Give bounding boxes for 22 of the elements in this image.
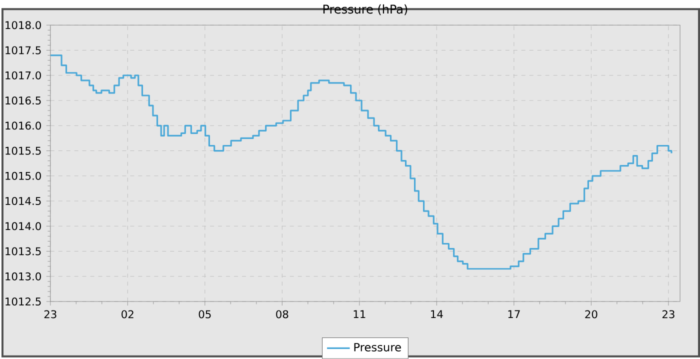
x-tick-label: 08 (276, 310, 288, 318)
legend-label: Pressure (354, 343, 401, 352)
y-tick-label: 1015.0 (6, 172, 41, 180)
y-tick-label: 1016.0 (6, 122, 41, 130)
x-tick-label: 02 (122, 310, 134, 318)
x-tick-label: 20 (585, 310, 598, 318)
x-tick-label: 14 (431, 310, 443, 318)
x-tick-label: 23 (662, 310, 674, 318)
y-tick-label: 1012.5 (6, 298, 41, 306)
y-tick-label: 1014.0 (6, 222, 41, 230)
x-tick-label: 11 (354, 310, 366, 318)
y-tick-label: 1017.0 (6, 71, 41, 80)
y-tick-label: 1016.5 (6, 96, 41, 105)
y-tick-label: 1018.0 (6, 21, 41, 30)
x-tick-label: 05 (198, 310, 211, 318)
y-tick-label: 1015.5 (6, 146, 41, 155)
y-tick-label: 1013.0 (6, 272, 41, 280)
x-tick-label: 17 (508, 310, 520, 318)
y-tick-label: 1014.5 (6, 197, 41, 206)
x-tick-label: 23 (44, 310, 56, 318)
y-tick-label: 1017.5 (6, 46, 41, 54)
y-tick-label: 1013.5 (6, 247, 41, 256)
